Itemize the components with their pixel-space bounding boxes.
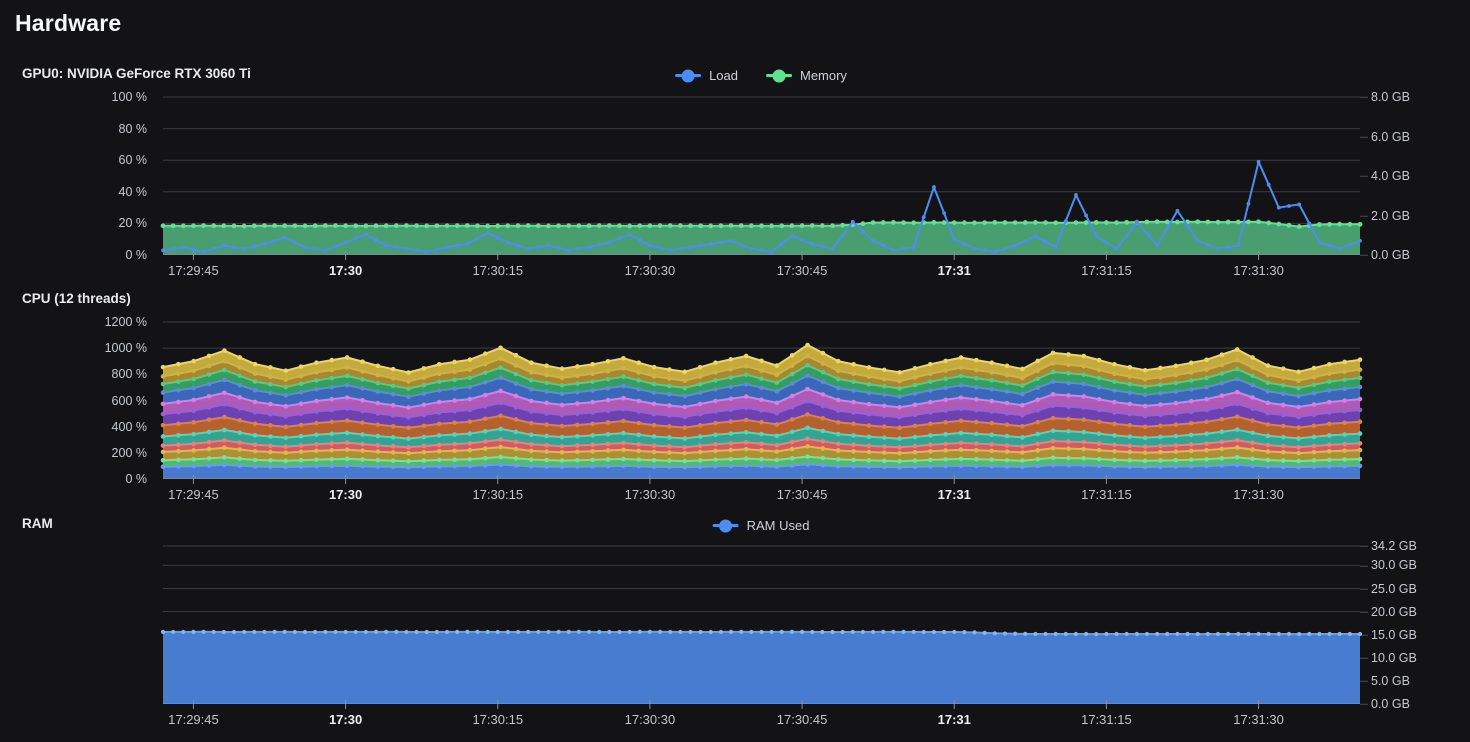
gpu-x-tick-label: 17:30:15 (472, 263, 524, 278)
legend-label: Memory (799, 68, 847, 83)
cpu-y-tick-label: 600 % (111, 393, 147, 408)
ram-y-tick-label: 20.0 GB (1360, 604, 1417, 619)
cpu-x-tick-label: 17:31:30 (1233, 487, 1284, 502)
cpu-plot-area[interactable] (160, 321, 1363, 484)
gpu-y-tick-label: 0.0 GB (1360, 247, 1410, 262)
cpu-y-tick-label: 400 % (111, 419, 147, 434)
legend-marker-icon (765, 69, 792, 82)
cpu-x-axis: 17:29:45 17:30 17:30:15 17:30:30 17:30:45 17:… (163, 488, 1360, 506)
gpu-legend: Load Memory (675, 68, 847, 83)
ram-chart-title: RAM (22, 516, 53, 531)
gpu-x-tick-label: 17:31:30 (1233, 263, 1284, 278)
ram-y-tick-label: 0.0 GB (1360, 696, 1410, 711)
cpu-x-tick-label: 17:30 (328, 487, 363, 502)
cpu-y-tick-label: 1200 % (104, 314, 147, 329)
gpu-y-tick-label: 8.0 GB (1360, 89, 1410, 104)
ram-x-tick-label: 17:30:15 (472, 712, 524, 727)
cpu-y-tick-label: 1000 % (104, 340, 147, 355)
ram-legend: RAM Used (712, 518, 810, 533)
ram-y-tick-label: 25.0 GB (1360, 581, 1417, 596)
gpu-x-axis: 17:29:45 17:30 17:30:15 17:30:30 17:30:45 17:… (163, 264, 1360, 282)
legend-dot-icon (681, 69, 695, 82)
cpu-x-tick-label: 17:30:15 (472, 487, 524, 502)
gpu-x-tick-label: 17:30 (328, 263, 363, 278)
ram-x-tick-label: 17:29:45 (168, 712, 219, 727)
legend-item[interactable]: RAM Used (712, 518, 810, 533)
gpu-y-tick-label: 0 % (125, 247, 147, 262)
ram-x-tick-label: 17:31:15 (1081, 712, 1132, 727)
ram-plot-area[interactable] (160, 545, 1363, 709)
gpu-y-axis-right: 0.0 GB 2.0 GB 4.0 GB 6.0 GB 8.0 GB (1360, 91, 1460, 261)
legend-label: RAM Used (746, 518, 810, 533)
ram-x-tick-label: 17:31 (937, 712, 971, 727)
gpu-x-tick-label: 17:31 (937, 263, 971, 278)
cpu-chart-title: CPU (12 threads) (22, 291, 131, 306)
ram-y-tick-label: 34.2 GB (1360, 538, 1417, 553)
ram-x-tick-label: 17:30:30 (624, 712, 676, 727)
cpu-x-tick-label: 17:31:15 (1081, 487, 1132, 502)
cpu-plot-svg (160, 321, 1363, 484)
legend-marker-icon (675, 69, 702, 82)
ram-y-tick-label: 10.0 GB (1360, 650, 1417, 665)
cpu-y-tick-label: 800 % (111, 367, 147, 382)
legend-marker-icon (712, 519, 739, 532)
legend-dot-icon (719, 519, 733, 532)
cpu-y-tick-label: 0 % (125, 471, 147, 486)
gpu-y-tick-label: 6.0 GB (1360, 129, 1410, 144)
gpu-y-axis-left: 0 % 20 % 40 % 60 % 80 % 100 % (60, 91, 155, 261)
gpu-chart-title: GPU0: NVIDIA GeForce RTX 3060 Ti (22, 66, 251, 81)
gpu-x-tick-label: 17:31:15 (1081, 263, 1132, 278)
ram-x-tick-label: 17:30 (328, 712, 363, 727)
legend-label: Load (709, 68, 738, 83)
gpu-y-tick-label: 100 % (111, 89, 147, 104)
gpu-y-tick-label: 40 % (118, 184, 148, 199)
gpu-x-tick-label: 17:30:30 (624, 263, 676, 278)
ram-y-tick-label: 15.0 GB (1360, 627, 1417, 642)
gpu-y-tick-label: 4.0 GB (1360, 168, 1410, 183)
gpu-x-tick-label: 17:29:45 (168, 263, 219, 278)
cpu-x-tick-label: 17:30:30 (624, 487, 676, 502)
gpu-x-tick-label: 17:30:45 (776, 263, 828, 278)
gpu-y-tick-label: 20 % (118, 216, 148, 231)
ram-plot-svg (160, 545, 1363, 709)
gpu-y-tick-label: 80 % (118, 121, 148, 136)
legend-dot-icon (772, 69, 786, 82)
page-title: Hardware (15, 10, 122, 36)
cpu-y-tick-label: 200 % (111, 445, 147, 460)
gpu-y-tick-label: 2.0 GB (1360, 208, 1410, 223)
cpu-x-tick-label: 17:29:45 (168, 487, 219, 502)
legend-item[interactable]: Load (675, 68, 738, 83)
ram-y-tick-label: 30.0 GB (1360, 558, 1417, 573)
ram-x-axis: 17:29:45 17:30 17:30:15 17:30:30 17:30:45 17:… (163, 713, 1360, 731)
ram-y-axis-right: 0.0 GB 5.0 GB 10.0 GB 15.0 GB 20.0 GB 25.0 GB… (1360, 540, 1460, 710)
legend-item[interactable]: Memory (765, 68, 847, 83)
gpu-plot-area[interactable] (160, 96, 1363, 260)
ram-y-tick-label: 5.0 GB (1360, 673, 1410, 688)
cpu-x-tick-label: 17:31 (937, 487, 971, 502)
cpu-x-tick-label: 17:30:45 (776, 487, 828, 502)
cpu-y-axis-left: 0 % 200 % 400 % 600 % 800 % 1000 % 1200 % (60, 316, 155, 485)
gpu-y-tick-label: 60 % (118, 152, 148, 167)
ram-x-tick-label: 17:31:30 (1233, 712, 1284, 727)
gpu-plot-svg (160, 96, 1363, 260)
ram-x-tick-label: 17:30:45 (776, 712, 828, 727)
